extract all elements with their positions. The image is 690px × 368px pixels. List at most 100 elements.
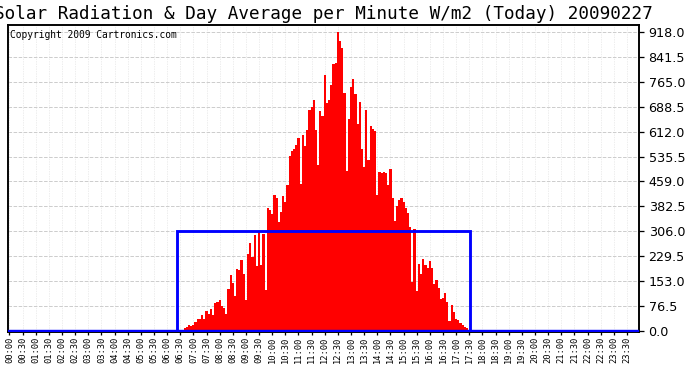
Bar [344,92,346,330]
Bar [193,325,195,330]
Bar [210,309,212,330]
Bar [269,210,271,330]
Bar [435,280,437,330]
Bar [199,319,201,330]
Bar [288,156,291,330]
Bar [212,315,214,330]
Bar [357,124,359,330]
Bar [466,328,469,330]
Bar [398,200,400,330]
Bar [190,326,193,330]
Bar [411,282,413,330]
Bar [333,64,335,330]
Bar [313,100,315,330]
Bar [387,185,389,330]
Bar [221,306,223,330]
Bar [431,268,433,330]
Bar [361,149,363,330]
Bar [286,185,288,330]
Bar [402,202,405,330]
Bar [374,131,376,330]
Bar [225,314,227,330]
Bar [370,125,372,330]
Bar [389,169,391,330]
Bar [350,87,352,330]
Bar [291,151,293,330]
Bar [418,263,420,330]
Bar [326,103,328,330]
Bar [440,299,442,330]
Bar [204,319,206,330]
Bar [348,119,350,330]
Bar [206,311,208,330]
Bar [365,110,368,330]
Bar [324,75,326,330]
Bar [249,243,251,330]
Bar [256,266,258,330]
Bar [232,283,234,330]
Bar [396,206,398,330]
Bar [302,135,304,330]
Bar [413,229,415,330]
Bar [260,265,262,330]
Bar [422,259,424,330]
Bar [394,222,396,330]
Bar [251,258,254,330]
Bar [462,325,464,330]
Bar [442,298,444,330]
Bar [280,212,282,330]
Bar [310,107,313,330]
Bar [355,95,357,330]
Bar [217,302,219,330]
Bar [282,196,284,330]
Bar [275,198,277,330]
Bar [214,303,217,330]
Bar [277,222,280,330]
Bar [230,275,232,330]
Bar [381,173,383,330]
Bar [448,321,451,330]
Bar [451,305,453,330]
Bar [227,289,230,330]
Text: Copyright 2009 Cartronics.com: Copyright 2009 Cartronics.com [10,30,177,40]
Bar [420,274,422,330]
Bar [245,300,247,330]
Bar [359,102,361,330]
Bar [243,274,245,330]
Bar [337,32,339,330]
Bar [426,268,428,330]
Bar [293,149,295,330]
Bar [317,165,319,330]
Bar [328,100,331,330]
Bar [400,198,402,330]
Bar [460,323,462,330]
Bar [238,270,241,330]
Bar [346,171,348,330]
Bar [254,235,256,330]
Bar [455,319,457,330]
Bar [284,202,286,330]
Bar [341,48,344,330]
Bar [271,214,273,330]
Bar [383,172,385,330]
Bar [428,261,431,330]
Bar [372,129,374,330]
Bar [433,283,435,330]
Bar [378,171,381,330]
Bar [264,290,267,330]
Bar [306,130,308,330]
Bar [339,41,341,330]
Bar [437,288,440,330]
Bar [315,130,317,330]
Bar [186,327,188,330]
Title: Solar Radiation & Day Average per Minute W/m2 (Today) 20090227: Solar Radiation & Day Average per Minute… [0,5,653,23]
Bar [308,110,310,330]
Bar [201,315,204,330]
Bar [219,300,221,330]
Bar [177,231,471,330]
Bar [234,297,236,330]
Bar [197,319,199,330]
Bar [407,213,409,330]
Bar [453,312,455,330]
Bar [241,260,243,330]
